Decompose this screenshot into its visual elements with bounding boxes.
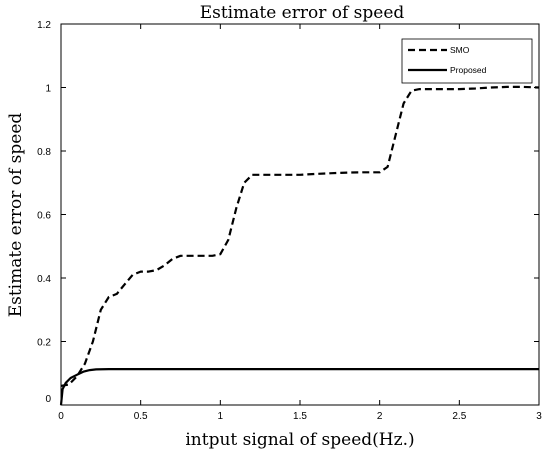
y-tick-label: 0.2	[37, 338, 51, 349]
y-tick-label: 1	[45, 84, 51, 95]
x-tick-label: 3	[536, 411, 542, 422]
y-tick-label: 1.2	[37, 20, 51, 31]
chart-title: Estimate error of speed	[200, 3, 405, 23]
plot-area: 0 0.5 1 1.5 2 2.5 3 0 0.2 0.4 0.6 0.8 1 1.2	[37, 20, 542, 422]
series-layer	[59, 85, 540, 406]
x-tick-label: 2	[377, 411, 383, 422]
x-axis-label: intput signal of speed(Hz.)	[185, 430, 414, 450]
x-tick-label: 2.5	[452, 411, 466, 422]
x-tick-label: 1	[218, 411, 224, 422]
x-tick-label: 0	[58, 411, 64, 422]
x-tick-label: 1.5	[293, 411, 307, 422]
series-line-smo	[60, 85, 540, 387]
y-tick-label: 0.6	[37, 211, 51, 222]
y-tick-label: 0	[45, 394, 51, 405]
legend-label-smo: SMO	[450, 45, 470, 55]
series-line-proposed	[59, 368, 539, 406]
y-axis-label: Estimate error of speed	[6, 113, 26, 318]
x-tick-label: 0.5	[134, 411, 148, 422]
y-tick-label: 0.4	[37, 274, 51, 285]
y-tick-label: 0.8	[37, 147, 51, 158]
ticks-layer: 0 0.5 1 1.5 2 2.5 3 0 0.2 0.4 0.6 0.8 1 1.2	[37, 20, 542, 422]
legend-box	[401, 38, 533, 84]
legend-label-proposed: Proposed	[450, 65, 487, 75]
legend: SMO Proposed	[401, 38, 533, 84]
